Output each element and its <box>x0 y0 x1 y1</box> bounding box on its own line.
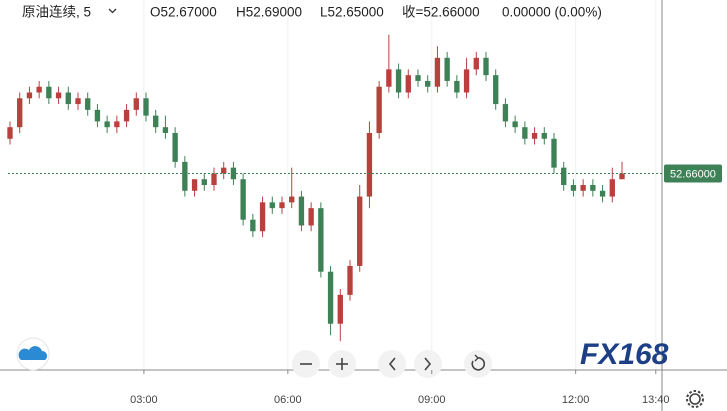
candle-body <box>386 69 392 87</box>
candle-body <box>26 92 33 99</box>
candle-body <box>473 57 479 70</box>
scroll-left-button[interactable] <box>378 350 406 378</box>
candle-body <box>454 80 460 93</box>
candle-body <box>55 92 62 99</box>
candle-body <box>172 132 178 162</box>
candle-body <box>395 69 402 93</box>
candle-body <box>502 104 509 122</box>
x-tick-label: 12:00 <box>562 394 590 406</box>
candle-body <box>551 138 557 168</box>
candle-body <box>153 115 159 128</box>
candle-body <box>619 173 625 180</box>
candle-body <box>425 80 431 87</box>
candle-body <box>298 196 305 226</box>
candle-body <box>561 167 567 185</box>
candle-body <box>17 98 23 128</box>
candle-body <box>162 127 169 133</box>
candle-body <box>308 208 314 226</box>
ohlc-high: H52.69000 <box>236 5 302 20</box>
candle-body <box>405 75 411 93</box>
candle-body <box>114 121 120 128</box>
candle-body <box>493 75 499 105</box>
zoom-in-button[interactable] <box>328 350 356 378</box>
x-tick-label: 13:40 <box>642 394 670 406</box>
ohlc-low: L52.65000 <box>320 5 384 20</box>
candle-body <box>609 179 615 197</box>
candle-body <box>580 185 586 191</box>
candle-body <box>318 208 324 272</box>
candle-body <box>182 161 188 191</box>
candle-body <box>36 86 42 93</box>
candle-body <box>531 132 538 139</box>
x-tick-label: 09:00 <box>418 394 446 406</box>
ohlc-open: O52.67000 <box>150 5 217 20</box>
candle-body <box>415 75 421 81</box>
ohlc-change: 0.00000 (0.00%) <box>502 5 602 20</box>
candle-body <box>85 98 91 110</box>
logo: FX168 <box>580 338 669 371</box>
scroll-right-button[interactable] <box>414 350 442 378</box>
zoom-out-button[interactable] <box>292 350 320 378</box>
candle-body <box>599 190 606 197</box>
reset-button[interactable] <box>464 350 492 378</box>
candle-body <box>463 69 470 93</box>
candle-body <box>75 98 81 105</box>
candle-body <box>327 271 334 324</box>
candle-body <box>376 86 382 133</box>
candle-body <box>65 92 71 105</box>
candle-body <box>434 57 441 87</box>
candle-body <box>7 127 13 139</box>
candle-body <box>221 167 227 174</box>
candle-body <box>512 121 518 128</box>
candle-body <box>240 179 246 220</box>
x-tick-label: 03:00 <box>130 394 158 406</box>
ohlc-close: 收=52.66000 <box>402 5 480 20</box>
candle-body <box>191 179 198 191</box>
settings-button[interactable] <box>686 390 704 408</box>
cloud-button[interactable] <box>16 337 50 371</box>
candle-body <box>250 219 256 232</box>
candle-body <box>123 109 130 122</box>
symbol-title[interactable]: 原油连续, 5 <box>22 5 91 20</box>
candle-body <box>46 86 52 99</box>
candle-body <box>570 185 577 191</box>
candle-body <box>211 173 217 185</box>
candle-body <box>269 202 275 209</box>
candle-body <box>357 196 363 266</box>
candle-body <box>104 121 110 128</box>
candle-body <box>289 196 295 203</box>
candle-body <box>143 98 149 116</box>
candle-body <box>483 57 489 76</box>
candle-body <box>522 127 528 139</box>
last-price-box <box>664 164 722 183</box>
candle-body <box>201 179 207 185</box>
candle-body <box>590 185 596 191</box>
candle-body <box>366 132 373 197</box>
candle-body <box>347 265 353 295</box>
candle-body <box>279 202 285 209</box>
x-tick-label: 06:00 <box>274 394 302 406</box>
candle-body <box>541 132 547 139</box>
candle-body <box>94 109 101 122</box>
last-price-label: 52.66000 <box>670 168 716 180</box>
candle-body <box>337 294 343 324</box>
symbol-dropdown[interactable] <box>108 8 117 14</box>
candle-body <box>133 98 139 110</box>
candle-body <box>444 57 450 81</box>
candle-body <box>259 202 266 232</box>
